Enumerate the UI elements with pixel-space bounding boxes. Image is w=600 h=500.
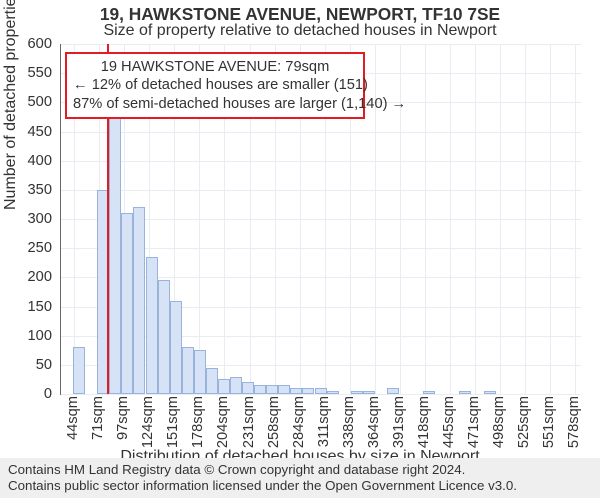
y-tick-label: 400 <box>28 153 52 169</box>
annotation-line: 19 HAWKSTONE AVENUE: 79sqm <box>73 58 357 76</box>
y-tick-label: 50 <box>36 357 52 373</box>
gridline-h <box>61 161 581 162</box>
x-tick-label: 44sqm <box>65 396 81 440</box>
x-tick-label: 151sqm <box>165 396 181 448</box>
y-tick-label: 200 <box>28 269 52 285</box>
x-tick-label: 498sqm <box>491 396 507 448</box>
y-tick-label: 100 <box>28 328 52 344</box>
annotation-line: 87% of semi-detached houses are larger (… <box>73 95 357 113</box>
histogram-bar <box>133 207 145 394</box>
histogram-bar <box>254 385 266 394</box>
x-tick-label: 338sqm <box>341 396 357 448</box>
histogram-bar <box>170 301 182 394</box>
histogram-bar <box>302 388 314 394</box>
histogram-bar <box>278 385 290 394</box>
histogram-bar <box>315 388 327 394</box>
gridline-v <box>425 44 426 394</box>
y-tick-label: 450 <box>28 124 52 140</box>
y-tick-label: 300 <box>28 211 52 227</box>
histogram-bar <box>363 391 375 394</box>
histogram-bar <box>182 347 194 394</box>
y-tick-label: 500 <box>28 94 52 110</box>
histogram-bar <box>194 350 206 394</box>
histogram-bar <box>73 347 85 394</box>
histogram-bar <box>327 391 339 394</box>
y-tick-label: 600 <box>28 36 52 52</box>
annotation-line: ← 12% of detached houses are smaller (15… <box>73 76 357 94</box>
x-tick-label: 71sqm <box>90 396 106 440</box>
gridline-h <box>61 394 581 395</box>
x-axis-ticks: 44sqm 71sqm 97sqm 124sqm 151sqm 178sqm 204sqm 2… <box>60 396 580 456</box>
gridline-h <box>61 190 581 191</box>
histogram-bar <box>459 391 471 394</box>
x-tick-label: 258sqm <box>266 396 282 448</box>
x-tick-label: 97sqm <box>115 396 131 440</box>
histogram-bar <box>351 391 363 394</box>
histogram-bar <box>230 377 242 395</box>
histogram-bar <box>423 391 435 394</box>
chart-subtitle: Size of property relative to detached ho… <box>0 22 600 40</box>
gridline-v <box>475 44 476 394</box>
histogram-bar <box>242 382 254 394</box>
gridline-v <box>450 44 451 394</box>
x-tick-label: 204sqm <box>215 396 231 448</box>
annotation-box: 19 HAWKSTONE AVENUE: 79sqm← 12% of detac… <box>65 52 365 119</box>
gridline-h <box>61 132 581 133</box>
x-tick-label: 364sqm <box>366 396 382 448</box>
gridline-v <box>500 44 501 394</box>
x-tick-label: 445sqm <box>441 396 457 448</box>
y-tick-label: 250 <box>28 240 52 256</box>
x-tick-label: 471sqm <box>466 396 482 448</box>
histogram-bar <box>484 391 496 394</box>
x-tick-label: 578sqm <box>566 396 582 448</box>
x-tick-label: 284sqm <box>291 396 307 448</box>
histogram-bar <box>146 257 158 394</box>
gridline-v <box>575 44 576 394</box>
histogram-bar <box>158 280 170 394</box>
x-tick-label: 231sqm <box>241 396 257 448</box>
gridline-v <box>525 44 526 394</box>
y-tick-label: 150 <box>28 299 52 315</box>
chart-container: 19, HAWKSTONE AVENUE, NEWPORT, TF10 7SE … <box>0 0 600 500</box>
x-tick-label: 178sqm <box>190 396 206 448</box>
histogram-bar <box>387 388 399 394</box>
histogram-bar <box>206 368 218 394</box>
x-tick-label: 391sqm <box>391 396 407 448</box>
footer-attribution: Contains HM Land Registry data © Crown c… <box>0 458 600 498</box>
x-tick-label: 525sqm <box>516 396 532 448</box>
x-tick-label: 124sqm <box>140 396 156 448</box>
footer-line-1: Contains HM Land Registry data © Crown c… <box>8 462 592 478</box>
y-tick-label: 550 <box>28 65 52 81</box>
x-tick-label: 418sqm <box>416 396 432 448</box>
gridline-h <box>61 44 581 45</box>
y-axis-ticks: 050100150200250300350400450500550600 <box>0 44 56 394</box>
histogram-bar <box>290 388 302 394</box>
histogram-bar <box>109 117 121 394</box>
y-tick-label: 0 <box>44 386 52 402</box>
x-tick-label: 311sqm <box>316 396 332 447</box>
gridline-v <box>550 44 551 394</box>
plot-area: 19 HAWKSTONE AVENUE: 79sqm← 12% of detac… <box>60 44 581 395</box>
histogram-bar <box>218 379 230 394</box>
y-tick-label: 350 <box>28 182 52 198</box>
footer-line-2: Contains public sector information licen… <box>8 478 592 494</box>
histogram-bar <box>266 385 278 394</box>
x-tick-label: 551sqm <box>541 396 557 448</box>
histogram-bar <box>121 213 133 394</box>
